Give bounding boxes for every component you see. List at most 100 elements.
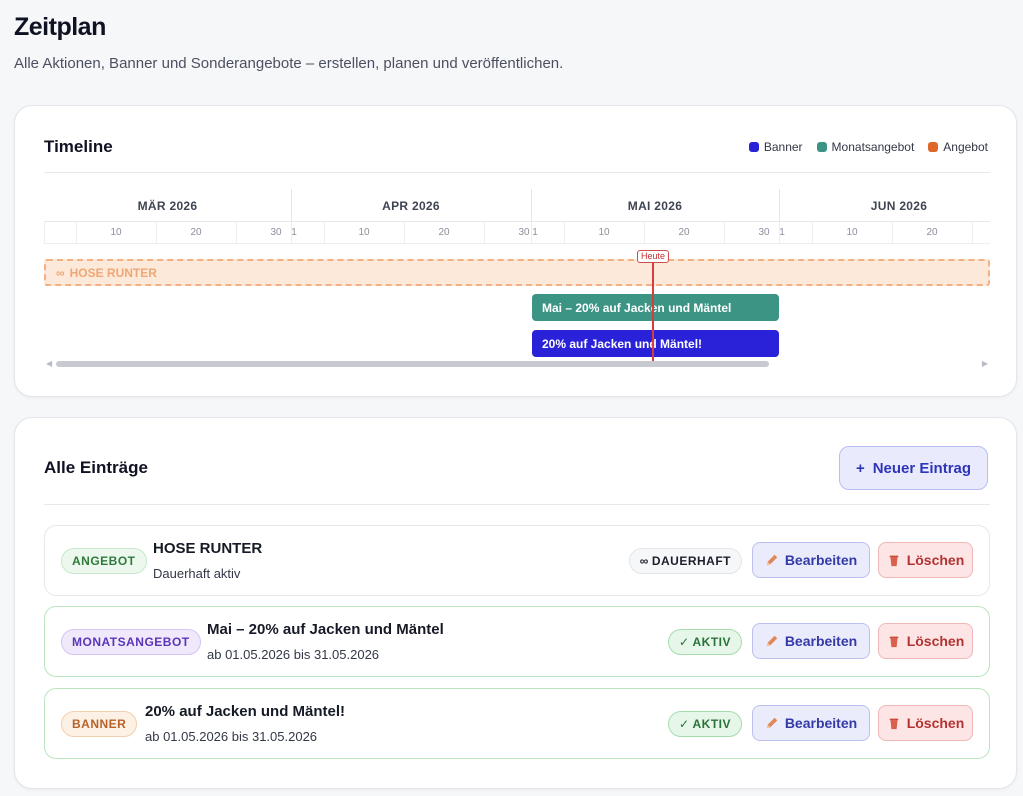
legend-label: Banner [763, 140, 803, 154]
edit-button[interactable]: Bearbeiten [752, 623, 870, 659]
timeline-legend: Banner Monatsangebot Angebot [748, 140, 988, 154]
delete-button[interactable]: Löschen [878, 705, 973, 741]
entries-title: Alle Einträge [44, 458, 148, 477]
day-tick [156, 222, 157, 244]
month-label: MÄR 2026 [137, 198, 198, 213]
legend-item-banner: Banner [748, 140, 803, 154]
delete-label: Löschen [906, 715, 965, 731]
day-tick [324, 222, 325, 244]
timeline-bar-banner[interactable]: 20% auf Jacken und Mäntel! [532, 330, 779, 357]
month-label: JUN 2026 [870, 198, 928, 213]
day-tick [236, 222, 237, 244]
day-tick [724, 222, 725, 244]
day-label: 20 [190, 227, 202, 238]
day-tick [779, 222, 780, 244]
status-label: AKTIV [692, 635, 731, 649]
month-divider [291, 189, 292, 222]
day-label: 20 [678, 227, 690, 238]
day-tick [531, 222, 532, 244]
day-tick [44, 222, 45, 244]
status-label: AKTIV [692, 717, 731, 731]
edit-label: Bearbeiten [784, 715, 858, 731]
bar-label: Mai – 20% auf Jacken und Mäntel [542, 300, 732, 315]
pencil-icon [766, 635, 778, 647]
today-marker-label: Heute [636, 250, 670, 263]
day-tick [812, 222, 813, 244]
new-entry-button[interactable]: + Neuer Eintrag [839, 446, 988, 490]
day-tick [76, 222, 77, 244]
entry-subtitle: ab 01.05.2026 bis 31.05.2026 [207, 647, 380, 662]
day-label: 10 [598, 227, 610, 238]
entries-divider [44, 504, 990, 505]
entry-title: 20% auf Jacken und Mäntel! [145, 703, 346, 720]
day-label: 1 [532, 227, 538, 238]
scroll-right-icon[interactable]: ▶ [981, 359, 988, 368]
day-label: 1 [291, 227, 297, 238]
status-label: DAUERHAFT [651, 554, 731, 568]
day-tick [892, 222, 893, 244]
day-tick [404, 222, 405, 244]
month-label: APR 2026 [382, 198, 440, 213]
delete-label: Löschen [906, 552, 965, 568]
entry-type-badge: MONATSANGEBOT [61, 629, 201, 655]
infinity-icon: ∞ [639, 554, 649, 568]
bar-label: HOSE RUNTER [69, 265, 157, 280]
day-label: 30 [758, 227, 770, 238]
day-tick [484, 222, 485, 244]
month-label: MAI 2026 [627, 198, 683, 213]
status-badge: ✓ AKTIV [667, 711, 742, 737]
entries-card: Alle Einträge + Neuer Eintrag ANGEBOT HO… [14, 417, 1017, 789]
entry-subtitle: ab 01.05.2026 bis 31.05.2026 [145, 729, 318, 744]
day-tick [972, 222, 973, 244]
timeline-scrollbar[interactable]: ◀ ▶ [44, 358, 990, 370]
bar-label: 20% auf Jacken und Mäntel! [542, 336, 703, 351]
legend-label: Monatsangebot [831, 140, 915, 154]
timeline-grid[interactable]: MÄR 2026 APR 2026 MAI 2026 JUN 2026 [44, 189, 990, 369]
month-row: MÄR 2026 APR 2026 MAI 2026 JUN 2026 [44, 189, 990, 222]
entry-row[interactable]: MONATSANGEBOT Mai – 20% auf Jacken und M… [44, 606, 990, 677]
entry-title: HOSE RUNTER [153, 540, 263, 557]
day-label: 10 [358, 227, 370, 238]
checkmark-icon: ✓ [678, 717, 690, 731]
day-tick [291, 222, 292, 244]
entry-row[interactable]: BANNER 20% auf Jacken und Mäntel! ab 01.… [44, 688, 990, 759]
status-badge: ∞ DAUERHAFT [628, 548, 742, 574]
timeline-divider [44, 172, 990, 173]
month-divider [531, 189, 532, 222]
infinity-icon: ∞ [56, 265, 65, 280]
status-badge: ✓ AKTIV [667, 629, 742, 655]
edit-label: Bearbeiten [784, 552, 858, 568]
timeline-bar-monthly[interactable]: Mai – 20% auf Jacken und Mäntel [532, 294, 779, 321]
day-label: 30 [518, 227, 530, 238]
trash-icon [889, 555, 899, 567]
plus-icon: + [855, 459, 865, 477]
new-entry-label: Neuer Eintrag [872, 459, 972, 477]
legend-swatch-monatsangebot [816, 142, 827, 152]
day-label: 10 [846, 227, 858, 238]
legend-swatch-banner [748, 142, 759, 152]
pencil-icon [766, 717, 778, 729]
today-marker-line [652, 256, 654, 364]
legend-label: Angebot [943, 140, 988, 154]
entry-row[interactable]: ANGEBOT HOSE RUNTER Dauerhaft aktiv ∞ DA… [44, 525, 990, 596]
timeline-bar-offer[interactable]: ∞ HOSE RUNTER [44, 259, 990, 286]
delete-button[interactable]: Löschen [878, 542, 973, 578]
scroll-left-icon[interactable]: ◀ [46, 359, 53, 368]
edit-button[interactable]: Bearbeiten [752, 705, 870, 741]
day-tick [564, 222, 565, 244]
pencil-icon [766, 554, 778, 566]
day-label: 20 [438, 227, 450, 238]
day-tick [644, 222, 645, 244]
trash-icon [889, 718, 899, 730]
day-label: 30 [270, 227, 282, 238]
page-subtitle: Alle Aktionen, Banner und Sonderangebote… [14, 55, 564, 72]
day-label: 20 [926, 227, 938, 238]
delete-button[interactable]: Löschen [878, 623, 973, 659]
edit-button[interactable]: Bearbeiten [752, 542, 870, 578]
day-label: 10 [110, 227, 122, 238]
day-label: 1 [779, 227, 785, 238]
trash-icon [889, 636, 899, 648]
scroll-thumb[interactable] [56, 361, 769, 367]
legend-swatch-angebot [928, 142, 939, 152]
legend-item-monatsangebot: Monatsangebot [816, 140, 915, 154]
